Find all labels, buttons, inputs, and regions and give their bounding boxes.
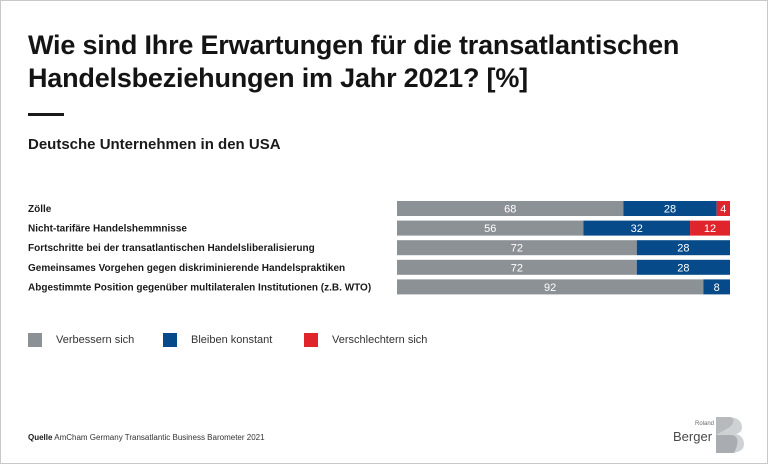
category-label: Zölle bbox=[28, 204, 52, 215]
bar-value-label: 72 bbox=[511, 243, 523, 255]
category-label: Gemeinsames Vorgehen gegen diskriminiere… bbox=[28, 263, 345, 274]
legend-label: Bleiben konstant bbox=[191, 334, 273, 346]
category-label: Fortschritte bei der transatlantischen H… bbox=[28, 243, 315, 254]
bar-value-label: 28 bbox=[677, 262, 689, 274]
bar-value-label: 28 bbox=[677, 243, 689, 255]
bar-segment bbox=[716, 201, 730, 216]
chart-title: Wie sind Ihre Erwartungen für die transa… bbox=[28, 30, 680, 93]
bar-value-label: 4 bbox=[720, 204, 726, 216]
legend-swatch bbox=[28, 333, 42, 347]
title-underline bbox=[28, 113, 64, 116]
legend-item: Bleiben konstant bbox=[163, 333, 272, 347]
bar-value-label: 72 bbox=[511, 262, 523, 274]
legend-swatch bbox=[304, 333, 318, 347]
logo-wordmark: Berger bbox=[673, 429, 713, 444]
chart-subtitle: Deutsche Unternehmen in den USA bbox=[28, 136, 281, 153]
bar-segment bbox=[636, 259, 730, 275]
bar-value-label: 32 bbox=[631, 223, 643, 235]
legend-item: Verschlechtern sich bbox=[304, 333, 427, 347]
bar-segment bbox=[583, 220, 691, 236]
logo-small-text: Roland bbox=[695, 421, 715, 427]
category-label: Nicht-tarifäre Handelshemmnisse bbox=[28, 224, 187, 235]
bar-segment bbox=[397, 279, 704, 295]
bar-segment bbox=[690, 220, 730, 236]
source-note: Quelle AmCham Germany Transatlantic Busi… bbox=[28, 433, 265, 442]
bar-value-label: 68 bbox=[504, 204, 516, 216]
roland-berger-logo: Roland Berger bbox=[673, 415, 745, 455]
bar-segment bbox=[397, 201, 624, 216]
bar-segment bbox=[703, 279, 730, 295]
bar-segment bbox=[397, 240, 637, 256]
bar-value-label: 28 bbox=[664, 204, 676, 216]
legend-swatch bbox=[163, 333, 177, 347]
source-text: AmCham Germany Transatlantic Business Ba… bbox=[54, 433, 265, 442]
bar-value-label: 12 bbox=[704, 223, 716, 235]
legend-label: Verbessern sich bbox=[56, 334, 135, 346]
bar-segment bbox=[397, 220, 584, 236]
legend-label: Verschlechtern sich bbox=[332, 334, 428, 346]
bar-segment bbox=[623, 201, 717, 216]
legend-item: Verbessern sich bbox=[28, 333, 134, 347]
logo-b-mark-icon bbox=[716, 417, 744, 453]
bar-value-label: 92 bbox=[544, 282, 556, 294]
category-label: Abgestimmte Position gegenüber multilate… bbox=[28, 282, 371, 293]
bar-segment bbox=[397, 259, 637, 275]
bar-value-label: 56 bbox=[484, 223, 496, 235]
bar-segment bbox=[636, 240, 730, 256]
bar-value-label: 8 bbox=[714, 282, 720, 294]
source-label: Quelle bbox=[28, 433, 53, 442]
